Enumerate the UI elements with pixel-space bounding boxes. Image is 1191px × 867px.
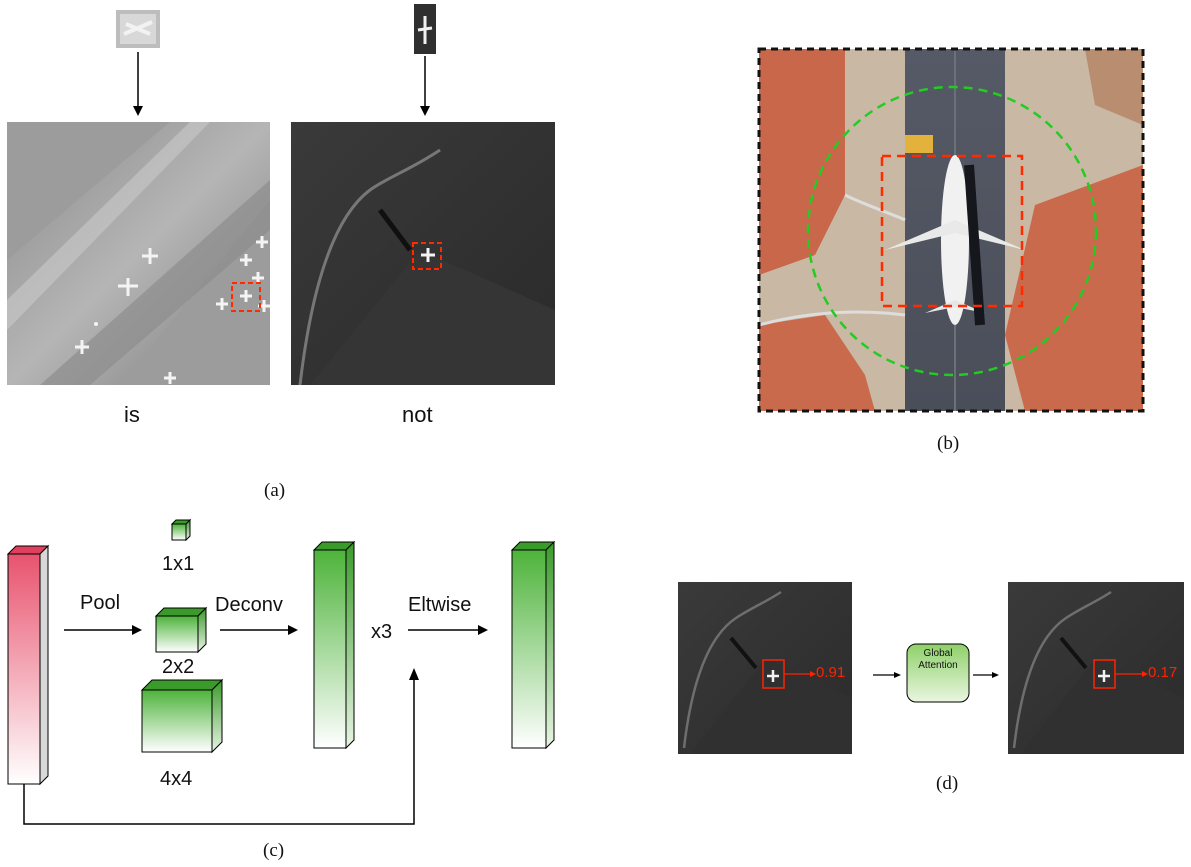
size-label-1x1: 1x1 — [162, 553, 195, 575]
panel-b-figure — [757, 47, 1145, 413]
caption-d: (d) — [936, 773, 959, 794]
skip-connection-line — [23, 678, 415, 825]
pooled-block-1x1 — [170, 518, 192, 542]
score-before: 0.91 — [816, 664, 846, 681]
airfield-image-is — [7, 122, 270, 385]
panel-a-figure — [7, 4, 555, 386]
deconv-output-block — [312, 540, 356, 750]
template-patch-is — [116, 10, 160, 48]
terrain-image-not — [291, 122, 555, 386]
caption-b: (b) — [937, 433, 960, 454]
label-not: not — [402, 402, 433, 427]
pooled-block-4x4 — [140, 678, 224, 754]
context-circle — [806, 85, 1098, 377]
detection-box-b — [880, 154, 1024, 308]
template-patch-not — [414, 4, 436, 54]
pool-label: Pool — [80, 592, 121, 614]
repeat-label: x3 — [371, 621, 393, 643]
pooled-block-2x2 — [154, 606, 208, 654]
panel-c-figure — [6, 518, 556, 825]
image-after-attention — [1008, 582, 1184, 754]
detection-box-not — [412, 242, 442, 270]
input-feature-block — [6, 544, 50, 786]
image-before-attention — [678, 582, 852, 754]
deconv-label: Deconv — [215, 594, 283, 616]
label-is: is — [124, 402, 140, 427]
frame-b — [757, 47, 1145, 413]
panel-d-figure — [678, 582, 1184, 754]
global-attention-label-line2: Attention — [918, 660, 958, 671]
airplane-shape — [885, 155, 1025, 326]
arrowhead-is — [133, 106, 143, 116]
detection-box-is — [231, 282, 261, 312]
arrowhead-not — [420, 106, 430, 116]
size-label-4x4: 4x4 — [160, 768, 193, 790]
size-label-2x2: 2x2 — [162, 656, 195, 678]
caption-c: (c) — [263, 840, 285, 861]
eltwise-output-block — [510, 540, 556, 750]
global-attention-label: Global Attention — [907, 648, 969, 672]
score-after: 0.17 — [1148, 664, 1178, 681]
global-attention-module — [906, 643, 970, 703]
global-attention-label-line1: Global — [923, 648, 953, 659]
eltwise-label: Eltwise — [408, 594, 472, 616]
caption-a: (a) — [264, 480, 286, 501]
